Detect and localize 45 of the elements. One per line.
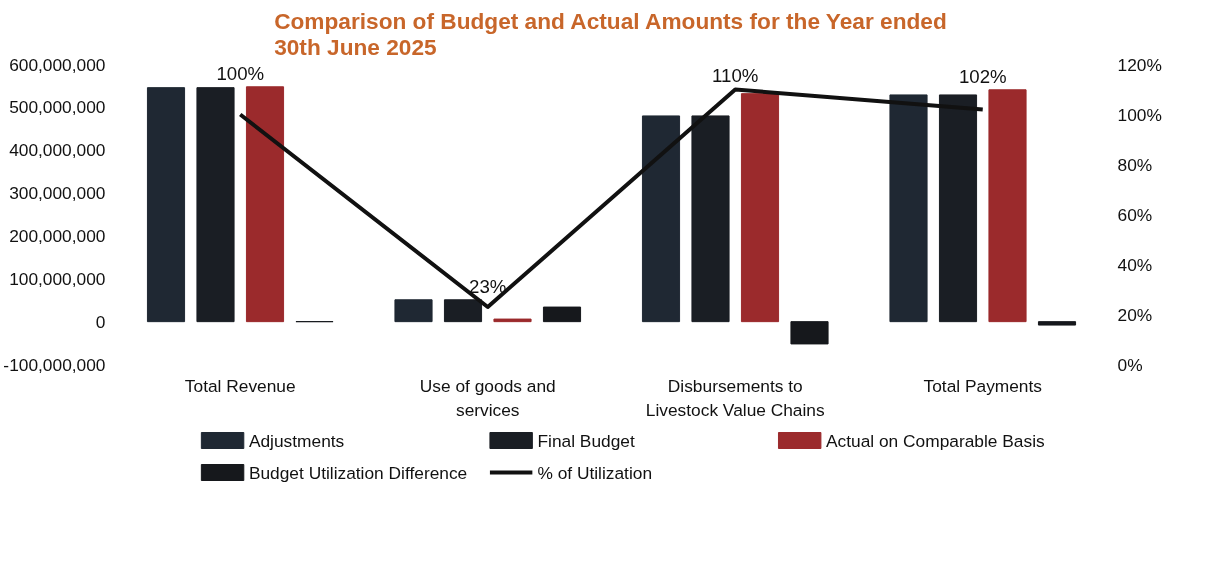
bar (988, 89, 1027, 323)
data-label: 23% (469, 275, 507, 297)
bar (443, 299, 483, 323)
y-tick-label: 300,000,000 (9, 183, 106, 204)
y2-tick-label: 60% (1117, 204, 1153, 225)
y2-tick-label: 40% (1117, 254, 1153, 275)
bar (889, 94, 928, 323)
bar (691, 115, 730, 323)
legend-label: Actual on Comparable Basis (826, 430, 1045, 451)
data-label: 110% (712, 64, 759, 86)
data-label: 100% (216, 62, 265, 84)
bar (542, 306, 582, 323)
y-tick-label: 100,000,000 (9, 268, 106, 289)
y-tick-label: 600,000,000 (9, 54, 106, 75)
legend-label: % of Utilization (537, 462, 653, 483)
y-tick-label: 200,000,000 (9, 225, 106, 246)
bar (938, 94, 978, 323)
bar (245, 86, 285, 323)
y2-tick-label: 100% (1117, 104, 1162, 125)
y-tick-label: -100,000,000 (3, 354, 106, 375)
y2-tick-label: 20% (1117, 304, 1153, 325)
bar (740, 93, 780, 323)
y-tick-label: 400,000,000 (9, 140, 106, 161)
legend-label: Budget Utilization Difference (248, 462, 468, 483)
bar (493, 318, 532, 323)
y2-tick-label: 0% (1117, 354, 1143, 375)
bar (790, 321, 829, 345)
x-tick-label: Total Payments (923, 375, 1043, 396)
line-series (238, 87, 985, 309)
bar (641, 115, 681, 323)
legend-label: Final Budget (537, 430, 635, 451)
y-tick-label: 500,000,000 (9, 97, 106, 118)
legend-label: Adjustments (248, 430, 345, 451)
x-tick-label: Use of goods and services (419, 375, 556, 420)
y2-tick-label: 80% (1117, 154, 1153, 175)
x-tick-label: Disbursements to Livestock Value Chains (645, 375, 825, 420)
bar (1037, 321, 1077, 326)
y-tick-label: 0 (95, 311, 106, 332)
bar (394, 299, 433, 323)
y2-tick-label: 120% (1117, 54, 1162, 75)
chart-title: Comparison of Budget and Actual Amounts for the Year ended 30th June 2025 (274, 7, 947, 60)
x-tick-label: Total Revenue (184, 375, 296, 396)
data-label: 102% (958, 65, 1007, 87)
bar (196, 87, 235, 323)
bar (146, 87, 186, 323)
